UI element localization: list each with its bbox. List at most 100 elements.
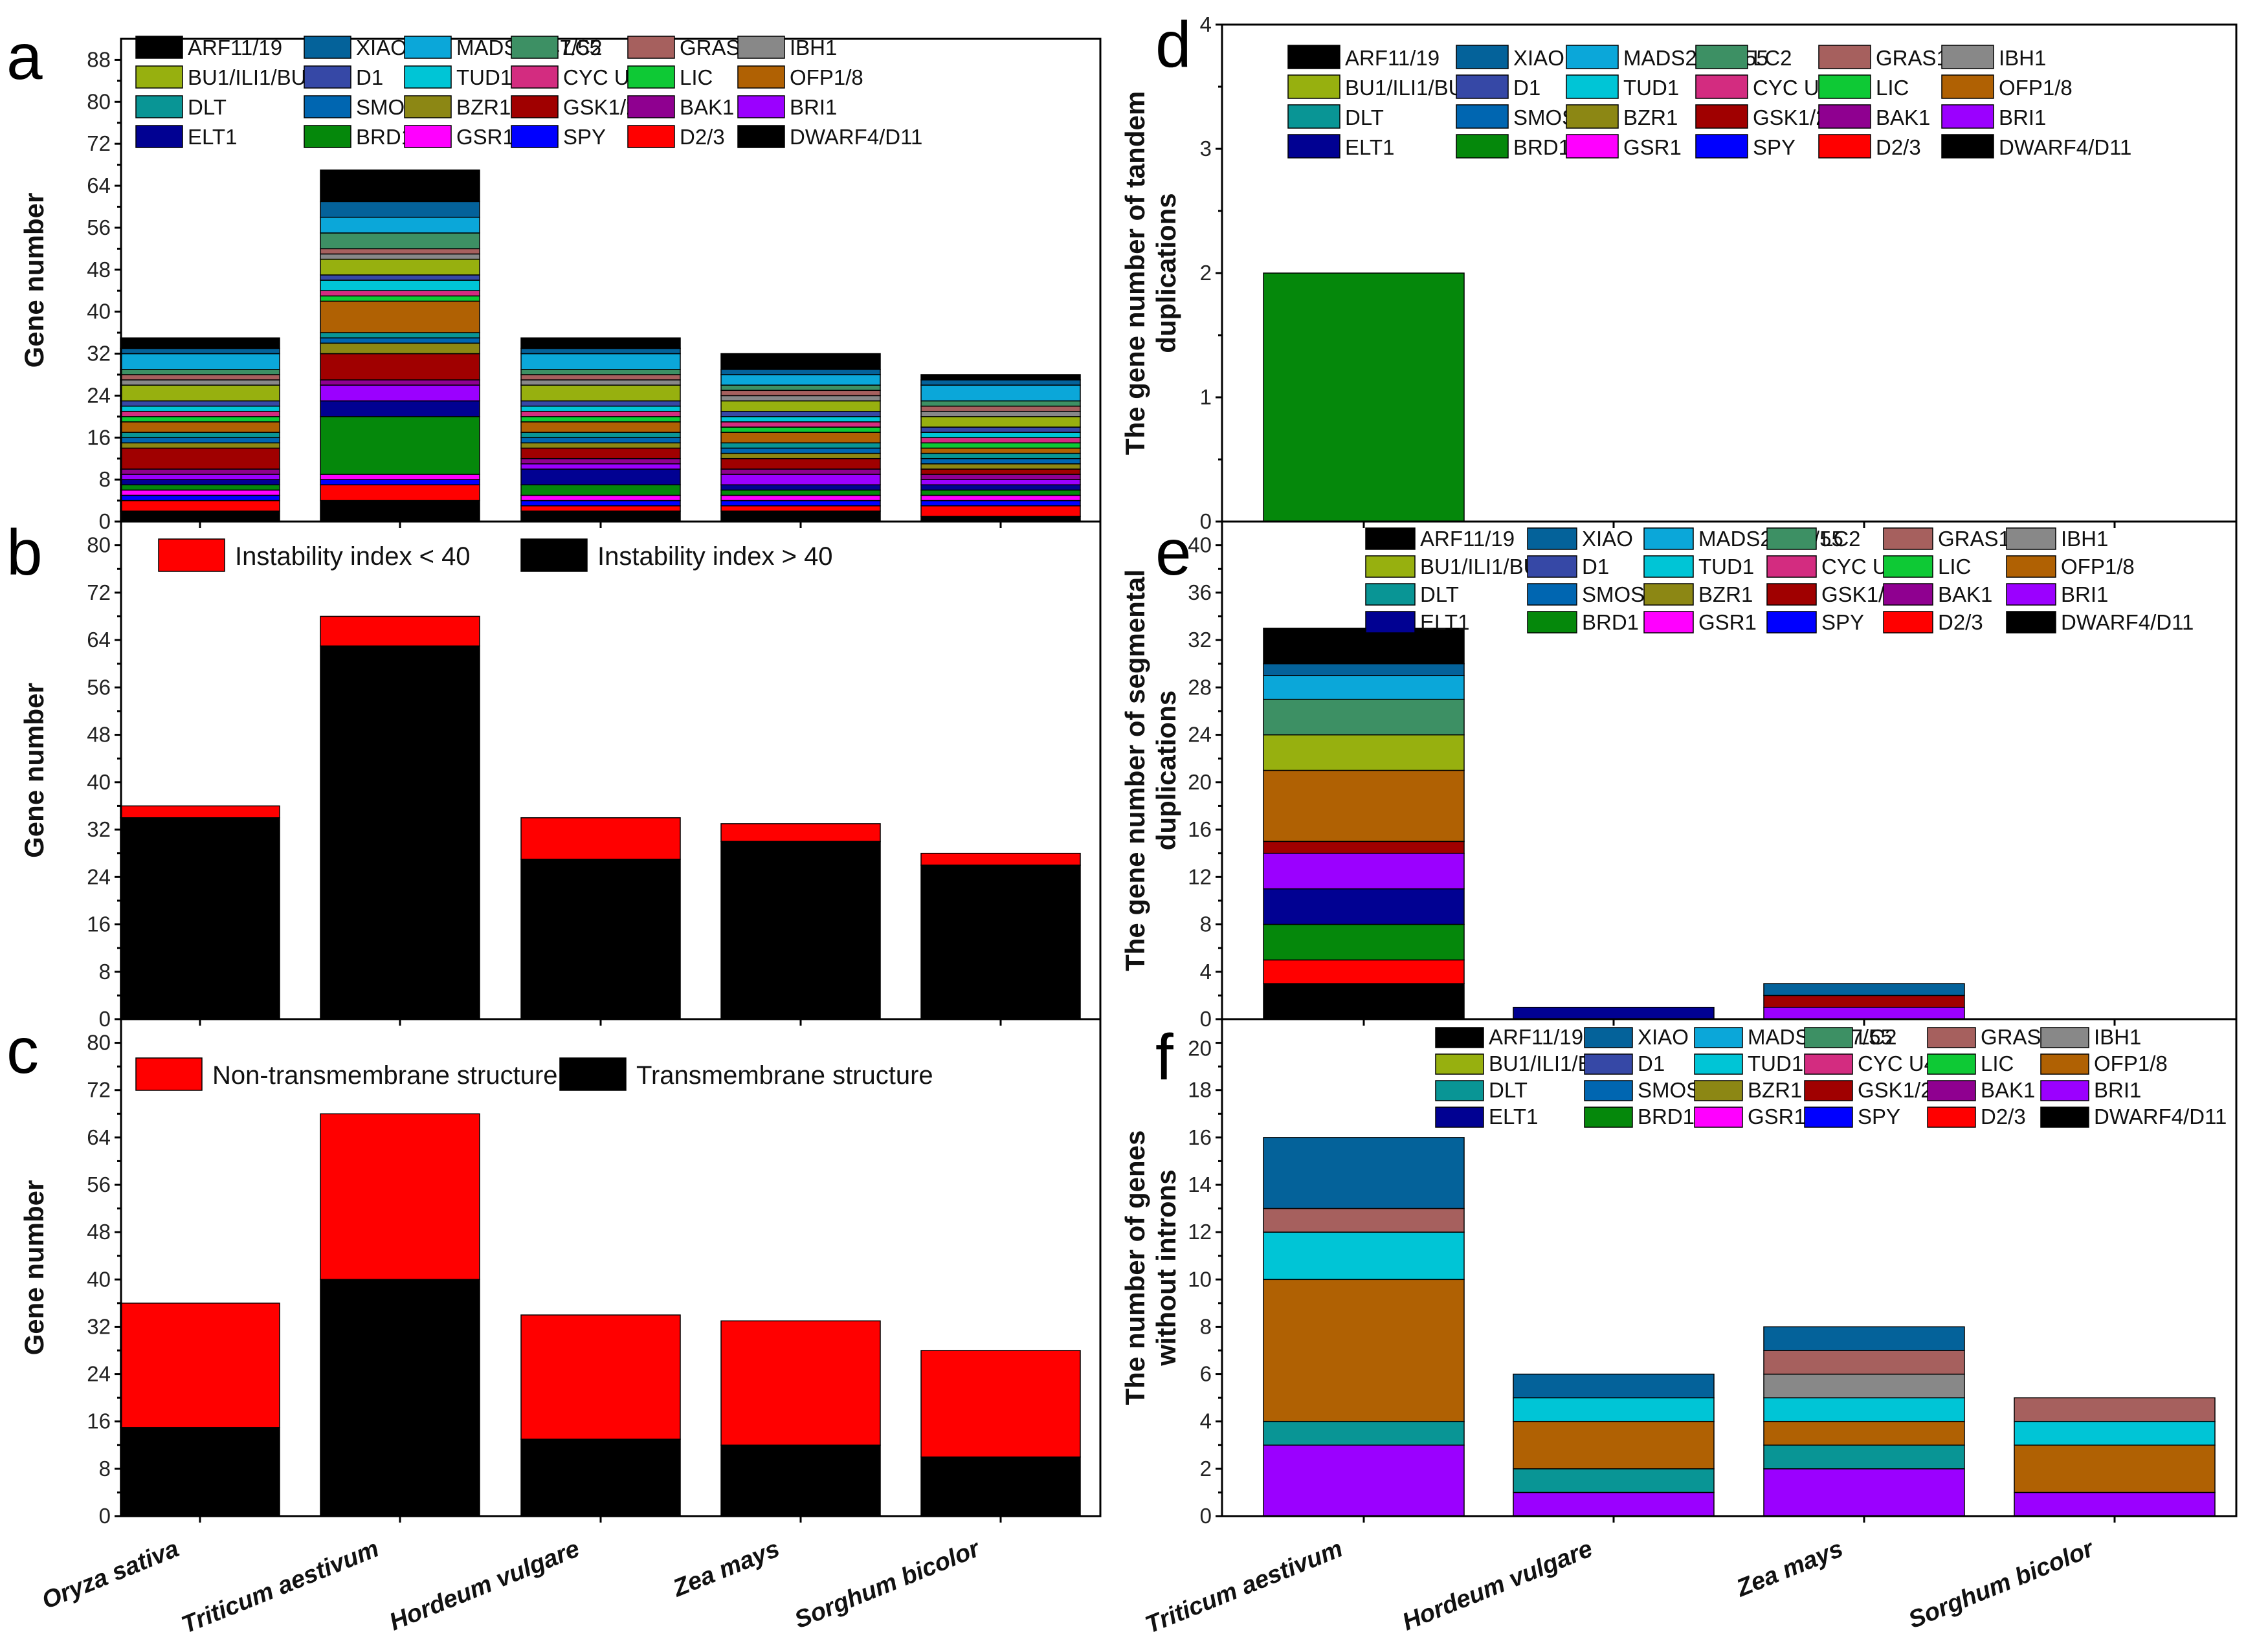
legend-swatch-bri1 — [2006, 583, 2056, 606]
legend-label-bak1: BAK1 — [1876, 105, 1930, 129]
bar-segment-oryza-sativa-smos1 — [120, 437, 280, 444]
bar-segment-triticum-aestivum-elt1 — [320, 400, 480, 417]
bar-segment-triticum-aestivum-bzr1 — [320, 342, 480, 355]
legend-swatch-bzr1 — [1643, 583, 1694, 606]
y-tick-label: 36 — [1188, 580, 1212, 604]
y-axis-label-line: The gene number of segmental — [1120, 569, 1150, 971]
legend-swatch-mads22-47-55 — [1643, 527, 1694, 550]
legend-swatch-lc2 — [1766, 527, 1817, 550]
legend-swatch-tud1 — [1643, 555, 1694, 578]
y-tick-label: 56 — [87, 215, 111, 239]
bar-segment-sorghum-bicolor-lc2 — [920, 400, 1081, 407]
legend-swatch-brd1 — [1584, 1107, 1633, 1128]
bar-segment-sorghum-bicolor-non-transmembrane-structure — [920, 1350, 1081, 1458]
bar-segment-zea-mays-d1 — [720, 410, 881, 417]
y-tick-label: 80 — [87, 1031, 111, 1055]
y-tick-label: 24 — [87, 865, 111, 888]
bar-segment-oryza-sativa-instability-index-40 — [120, 805, 280, 819]
panel-a: 0 8 16 24 32 40 48 56 64 72 80 88 Gene number a ARF11/… — [6, 21, 1102, 533]
bar-segment-triticum-aestivum-xiao — [320, 201, 480, 218]
legend-swatch-dwarf4-d11 — [2040, 1107, 2089, 1128]
legend-swatch-dwarf4-d11 — [1941, 134, 1994, 159]
bar-segment-triticum-aestivum-d2-3 — [1263, 959, 1465, 984]
bar-segment-zea-mays-cyc-u4-1 — [720, 421, 881, 428]
legend-label-bzr1: BZR1 — [1623, 105, 1678, 129]
bar-segment-triticum-aestivum-tud1 — [1263, 1231, 1465, 1281]
legend-swatch-bzr1 — [1694, 1080, 1743, 1101]
legend-label-dwarf4-d11: DWARF4/D11 — [2061, 610, 2194, 634]
legend-swatch-arf11-19 — [1287, 45, 1340, 69]
legend-swatch-ofp1-8 — [1941, 74, 1994, 99]
legend-swatch-dlt — [1365, 583, 1416, 606]
y-tick-label: 4 — [1200, 12, 1212, 36]
legend-swatch-smos1 — [1527, 583, 1577, 606]
legend-swatch-bak1 — [627, 95, 675, 118]
bar-segment-sorghum-bicolor-gras19 — [920, 405, 1081, 412]
y-tick-label: 16 — [87, 1409, 111, 1433]
legend-label-ibh1: IBH1 — [790, 36, 837, 60]
y-tick-label: 24 — [87, 1362, 111, 1386]
bar-segment-zea-mays-gsk1-2-3-4 — [1763, 995, 1965, 1008]
legend-swatch-gsr1 — [404, 125, 452, 148]
legend-label-arf11-19: ARF11/19 — [1420, 527, 1515, 551]
bar-segment-triticum-aestivum-non-transmembrane-structure — [320, 1113, 480, 1281]
bar-segment-triticum-aestivum-instability-index-40 — [320, 645, 480, 1020]
legend-swatch-gras19 — [627, 36, 675, 59]
legend-label-lic: LIC — [680, 65, 713, 89]
legend-swatch-mads22-47-55 — [1566, 45, 1619, 69]
legend-label-instability-index-40: Instability index < 40 — [235, 542, 471, 571]
legend-label-ofp1-8: OFP1/8 — [790, 65, 863, 89]
y-tick-label: 32 — [1188, 628, 1212, 652]
legend-label-bak1: BAK1 — [1938, 582, 1992, 606]
legend-swatch-lic — [1883, 555, 1933, 578]
legend-label-d2-3: D2/3 — [1938, 610, 1983, 634]
legend-swatch-d1 — [1456, 74, 1509, 99]
legend-swatch-elt1 — [1365, 611, 1416, 633]
bar-segment-oryza-sativa-lc2 — [120, 369, 280, 375]
bar-segment-triticum-aestivum-ofp1-8 — [1263, 1279, 1465, 1422]
y-tick-label: 0 — [99, 1504, 111, 1528]
legend-label-d2-3: D2/3 — [1876, 135, 1921, 159]
y-tick-label: 8 — [99, 1457, 111, 1481]
bar-segment-triticum-aestivum-bri1 — [1263, 852, 1465, 890]
legend-swatch-ibh1 — [2040, 1027, 2089, 1048]
bar-segment-zea-mays-xiao — [720, 369, 881, 375]
legend-label-xiao: XIAO — [1582, 527, 1633, 551]
legend-swatch-gsr1 — [1643, 611, 1694, 633]
legend-swatch-tud1 — [404, 65, 452, 89]
bar-segment-sorghum-bicolor-smos1 — [920, 457, 1081, 465]
legend-swatch-elt1 — [1287, 134, 1340, 159]
bar-segment-triticum-aestivum-ofp1-8 — [1263, 769, 1465, 843]
bar-segment-sorghum-bicolor-elt1 — [920, 484, 1081, 491]
legend-swatch-d2-3 — [627, 125, 675, 148]
bar-segment-sorghum-bicolor-gsr1 — [920, 494, 1081, 501]
bar-segment-triticum-aestivum-arf11-19 — [1263, 983, 1465, 1020]
bar-segment-hordeum-vulgare-spy — [520, 500, 681, 507]
legend-swatch-arf11-19 — [1435, 1027, 1484, 1048]
y-tick-label: 16 — [1188, 817, 1212, 841]
legend-label-brd1: BRD1 — [1513, 135, 1570, 159]
bar-segment-oryza-sativa-d1 — [120, 400, 280, 407]
y-tick-label: 0 — [1200, 1007, 1212, 1031]
y-tick-label: 14 — [1188, 1173, 1212, 1196]
legend-swatch-bak1 — [1818, 104, 1871, 129]
x-category-label: Zea mays — [669, 1535, 783, 1602]
bar-segment-zea-mays-ibh1 — [720, 395, 881, 402]
legend-label-elt1: ELT1 — [1420, 610, 1469, 634]
bar-segment-zea-mays-lc2 — [720, 384, 881, 391]
legend-label-dlt: DLT — [1420, 582, 1459, 606]
y-tick-label: 0 — [99, 1007, 111, 1031]
bar-segment-triticum-aestivum-ofp1-8 — [320, 300, 480, 333]
bar-segment-zea-mays-mads22-47-55 — [720, 374, 881, 386]
y-tick-label: 20 — [1188, 1037, 1212, 1061]
legend-label-dlt: DLT — [188, 95, 227, 119]
y-tick-label: 48 — [87, 1220, 111, 1244]
bar-segment-hordeum-vulgare-arf11-19 — [520, 337, 681, 349]
legend-label-bzr1: BZR1 — [1748, 1078, 1802, 1102]
legend-swatch-d2-3 — [1818, 134, 1871, 159]
bar-segment-oryza-sativa-gsk1-2-3-4 — [120, 447, 280, 470]
bar-segment-oryza-sativa-bri1 — [120, 474, 280, 480]
bar-segment-oryza-sativa-d2-3 — [120, 500, 280, 512]
y-tick-label: 16 — [87, 425, 111, 449]
